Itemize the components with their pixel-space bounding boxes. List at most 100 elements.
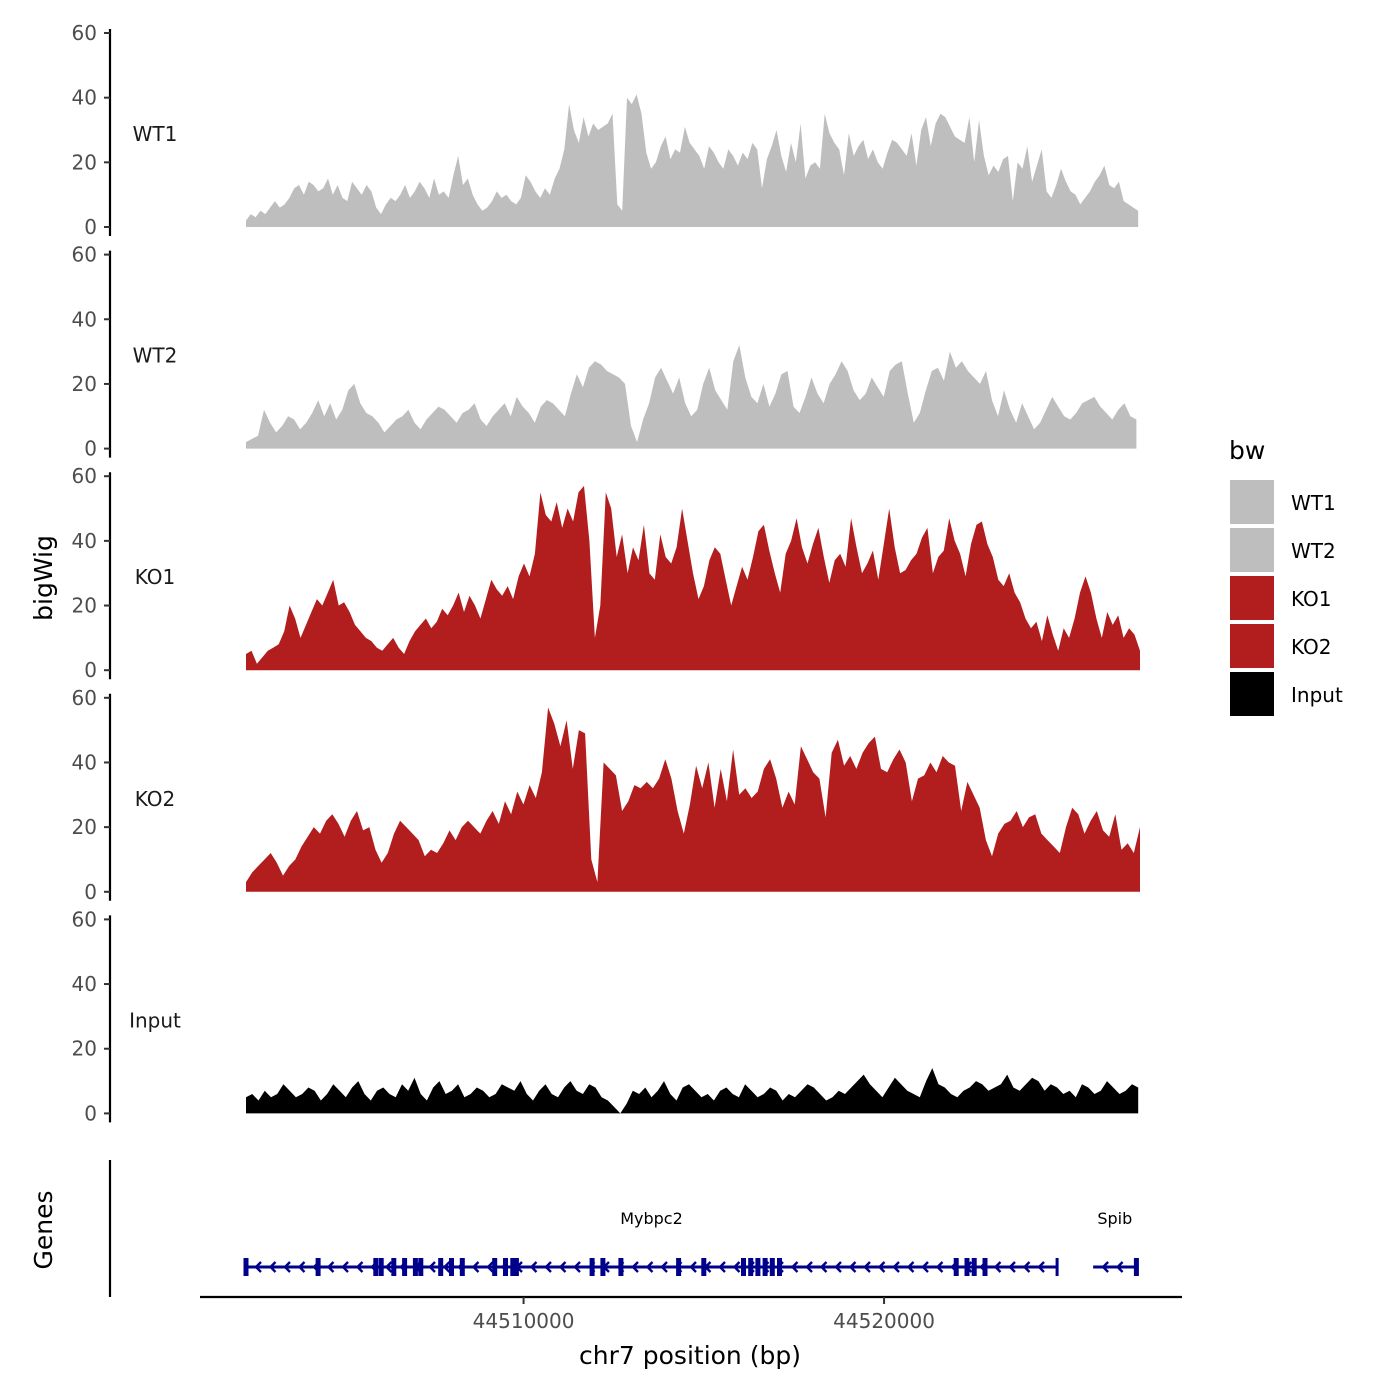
y-tick-label-wt1-0: 0 (84, 215, 97, 239)
exon (701, 1258, 707, 1276)
y-tick-label-input-20: 20 (72, 1037, 97, 1061)
exon (412, 1258, 418, 1276)
strand-arrow (341, 1261, 349, 1273)
legend: bw WT1 WT2 KO1 KO2 Input (1229, 436, 1343, 716)
track-ko2: 0 20 40 60 KO2 (72, 686, 1140, 904)
strand-arrow (544, 1261, 552, 1273)
legend-swatch-input (1230, 672, 1274, 716)
legend-label-ko1: KO1 (1291, 587, 1332, 611)
exon (589, 1258, 595, 1276)
strand-arrow (254, 1261, 262, 1273)
y-tick-label-ko1-60: 60 (72, 464, 97, 488)
track-label-wt2: WT2 (133, 344, 178, 368)
area-input (246, 1068, 1139, 1114)
strand-arrow (283, 1261, 291, 1273)
strand-arrow (921, 1261, 929, 1273)
strand-arrow (1037, 1261, 1045, 1273)
gene-label-spib: Spib (1097, 1209, 1132, 1228)
track-label-ko1: KO1 (135, 565, 176, 589)
exon (971, 1258, 977, 1276)
exon (402, 1258, 408, 1276)
legend-swatch-wt2 (1230, 528, 1274, 572)
y-tick-label-ko1-20: 20 (72, 594, 97, 618)
exon (503, 1258, 508, 1276)
y-tick-label-wt2-60: 60 (72, 243, 97, 267)
exon (513, 1258, 519, 1276)
track-label-ko2: KO2 (135, 787, 176, 811)
y-tick-label-ko2-60: 60 (72, 686, 97, 710)
exon (510, 1258, 516, 1276)
strand-arrow (529, 1261, 538, 1273)
y-tick-label-wt1-40: 40 (72, 86, 97, 110)
legend-title: bw (1229, 436, 1265, 465)
y-tick-label-input-40: 40 (72, 972, 97, 996)
strand-arrow (326, 1261, 335, 1273)
legend-swatch-ko1 (1230, 576, 1274, 620)
strand-arrow (558, 1261, 567, 1273)
y-tick-label-ko1-40: 40 (72, 529, 97, 553)
x-tick-label-44520000: 44520000 (833, 1309, 935, 1333)
exon (953, 1258, 959, 1276)
strand-arrow (645, 1261, 654, 1273)
strand-arrow (1101, 1261, 1109, 1273)
strand-arrow (732, 1261, 741, 1273)
strand-arrow (660, 1261, 668, 1273)
strand-arrow (486, 1261, 494, 1273)
area-ko1 (246, 485, 1140, 671)
track-input: 0 20 40 60 Input (72, 907, 1139, 1125)
genes-axis-title: Genes (29, 1190, 58, 1269)
strand-arrow (906, 1261, 915, 1273)
legend-swatch-wt1 (1230, 480, 1274, 524)
exon (438, 1258, 444, 1276)
exon (243, 1258, 249, 1276)
y-tick-label-input-60: 60 (72, 907, 97, 931)
exon (964, 1258, 970, 1276)
x-axis: 44510000 44520000 (200, 1295, 1182, 1333)
legend-label-ko2: KO2 (1291, 635, 1332, 659)
strand-arrow (805, 1261, 813, 1273)
exon (741, 1258, 746, 1276)
signal-tracks: 0 20 40 60 WT1 0 20 40 60 WT2 0 20 40 60 KO1 0 20 40 60 KO2… (72, 21, 1140, 1125)
exon (777, 1258, 782, 1276)
strand-arrow (689, 1261, 697, 1273)
gene-label-mybpc2: Mybpc2 (620, 1209, 683, 1228)
y-axis-title: bigWig (29, 535, 58, 621)
area-wt2 (246, 345, 1137, 449)
strand-arrow (863, 1261, 871, 1273)
exon (762, 1258, 768, 1276)
legend-label-wt1: WT1 (1291, 491, 1336, 515)
x-tick-label-44510000: 44510000 (473, 1309, 575, 1333)
track-label-input: Input (129, 1008, 181, 1032)
exon (676, 1258, 682, 1276)
strand-arrow (384, 1261, 393, 1273)
area-ko2 (246, 707, 1140, 892)
legend-label-input: Input (1291, 683, 1343, 707)
strand-arrow (848, 1261, 857, 1273)
strand-arrow (631, 1261, 639, 1273)
y-tick-label-ko2-0: 0 (84, 880, 97, 904)
exon (378, 1258, 384, 1276)
exon (391, 1258, 397, 1276)
exon (618, 1258, 624, 1276)
strand-arrow (1115, 1261, 1124, 1273)
strand-arrow (442, 1261, 451, 1273)
strand-arrow (355, 1261, 364, 1273)
area-wt1 (246, 94, 1139, 228)
exon (600, 1258, 606, 1276)
strand-arrow (573, 1261, 581, 1273)
exon (459, 1258, 465, 1276)
y-tick-label-wt1-20: 20 (72, 150, 97, 174)
strand-arrow (718, 1261, 726, 1273)
y-tick-label-wt1-60: 60 (72, 21, 97, 45)
exon (982, 1258, 988, 1276)
strand-arrow (268, 1261, 277, 1273)
track-wt2: 0 20 40 60 WT2 (72, 243, 1137, 461)
track-wt1: 0 20 40 60 WT1 (72, 21, 1139, 239)
gene-spib: Spib (1093, 1209, 1139, 1276)
exon (373, 1258, 379, 1276)
strand-arrow (1022, 1261, 1031, 1273)
strand-arrow (790, 1261, 799, 1273)
genes-track: Mybpc2 Spib (108, 1160, 1139, 1297)
y-tick-label-wt2-20: 20 (72, 372, 97, 396)
